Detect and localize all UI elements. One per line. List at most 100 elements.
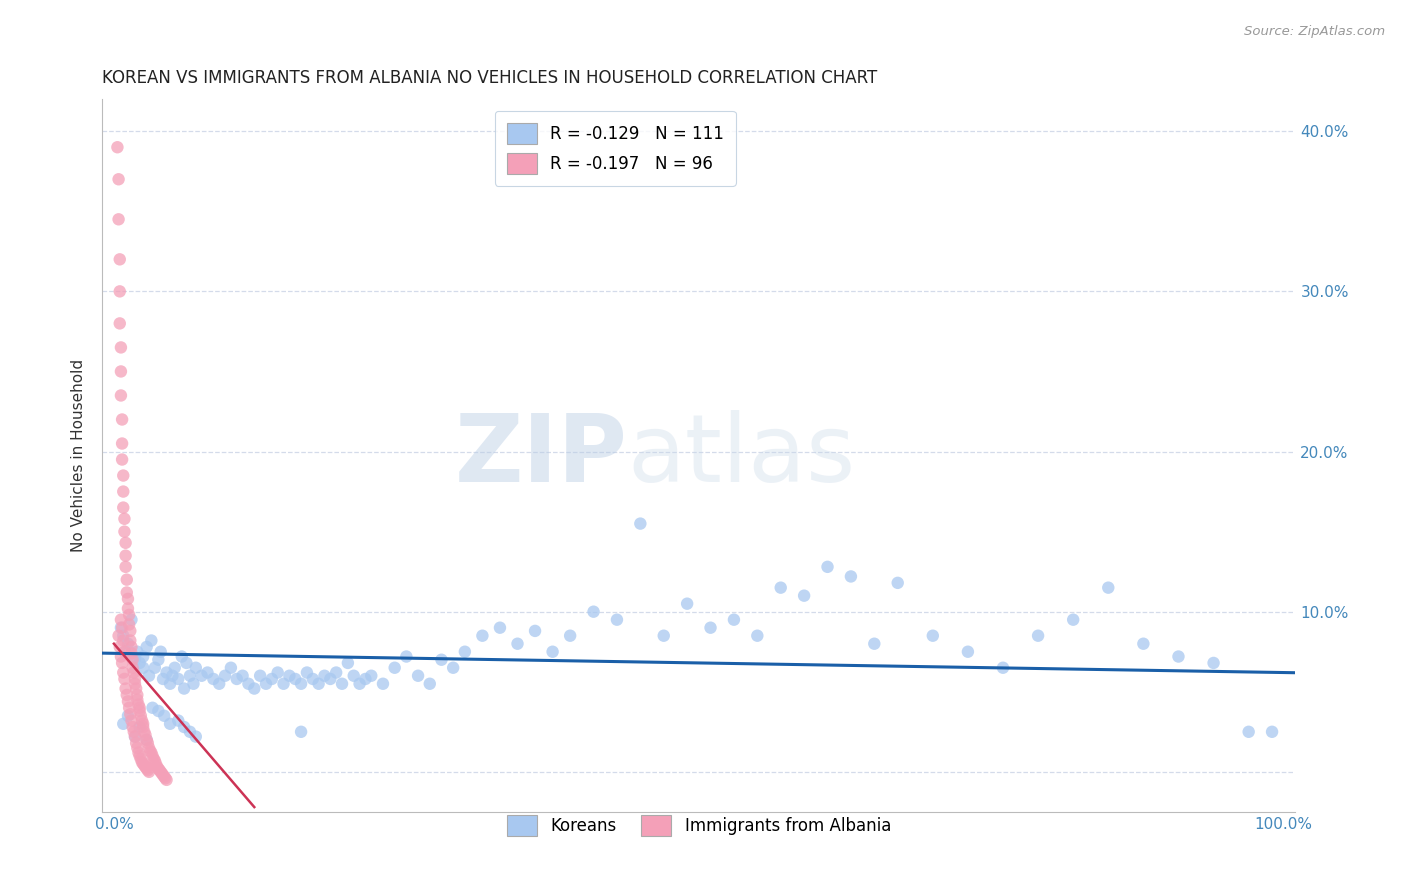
Point (128, 656, 150, 670)
Point (606, 613, 628, 627)
Point (219, 661, 242, 675)
Point (121, 661, 143, 675)
Point (676, 597, 699, 611)
Point (114, 536, 136, 550)
Point (149, 645, 172, 659)
Point (652, 629, 675, 643)
Point (117, 708, 139, 723)
Point (254, 677, 277, 691)
Point (112, 633, 135, 648)
Point (117, 601, 139, 615)
Point (699, 621, 721, 635)
Point (110, 388, 132, 402)
Point (176, 656, 198, 670)
Point (406, 669, 429, 683)
Point (110, 621, 132, 635)
Point (115, 573, 138, 587)
Point (921, 629, 943, 643)
Point (141, 748, 163, 763)
Point (184, 730, 207, 744)
Point (793, 589, 815, 603)
Point (184, 661, 207, 675)
Point (111, 621, 134, 635)
Point (117, 591, 139, 606)
Point (314, 669, 336, 683)
Text: Source: ZipAtlas.com: Source: ZipAtlas.com (1244, 25, 1385, 38)
Point (1026, 629, 1049, 643)
Point (769, 581, 792, 595)
Point (115, 688, 138, 702)
Point (243, 681, 266, 696)
Point (112, 665, 135, 680)
Point (128, 748, 150, 763)
Point (173, 681, 195, 696)
Point (110, 340, 132, 354)
Point (118, 617, 141, 632)
Point (110, 364, 132, 378)
Point (114, 645, 136, 659)
Point (112, 629, 135, 643)
Point (114, 512, 136, 526)
Legend: Koreans, Immigrants from Albania: Koreans, Immigrants from Albania (501, 808, 897, 843)
Point (114, 672, 136, 686)
Point (150, 766, 173, 780)
Point (134, 758, 156, 772)
Point (114, 645, 136, 659)
Point (148, 653, 170, 667)
Point (111, 412, 134, 426)
Point (319, 672, 342, 686)
Point (249, 669, 271, 683)
Point (107, 140, 129, 154)
Point (128, 720, 150, 734)
Point (863, 637, 886, 651)
Point (628, 516, 651, 531)
Point (108, 285, 131, 299)
Point (135, 640, 157, 654)
Point (139, 744, 162, 758)
Point (120, 633, 142, 648)
Point (114, 524, 136, 539)
Point (141, 633, 163, 648)
Point (108, 640, 131, 654)
Point (839, 569, 862, 583)
Point (148, 762, 170, 776)
Point (115, 585, 138, 599)
Point (162, 669, 184, 683)
Point (132, 661, 155, 675)
Point (125, 681, 148, 696)
Point (135, 762, 157, 776)
Point (127, 692, 149, 706)
Point (330, 677, 353, 691)
Point (112, 716, 135, 731)
Text: atlas: atlas (627, 409, 855, 501)
Point (138, 740, 160, 755)
Point (135, 732, 157, 747)
Point (343, 669, 366, 683)
Point (290, 724, 312, 739)
Point (273, 677, 295, 691)
Point (524, 624, 547, 638)
Point (173, 720, 195, 734)
Point (441, 661, 464, 675)
Point (128, 700, 150, 714)
Point (124, 653, 146, 667)
Point (179, 669, 201, 683)
Point (127, 746, 149, 760)
Point (582, 605, 605, 619)
Point (134, 728, 156, 742)
Point (471, 629, 494, 643)
Point (179, 724, 201, 739)
Point (155, 772, 177, 787)
Point (114, 549, 136, 563)
Point (430, 653, 453, 667)
Point (360, 669, 382, 683)
Point (325, 665, 347, 680)
Point (129, 708, 152, 723)
Point (108, 252, 131, 267)
Point (214, 669, 236, 683)
Point (153, 708, 176, 723)
Point (295, 665, 318, 680)
Point (120, 714, 142, 728)
Point (349, 677, 371, 691)
Point (991, 661, 1014, 675)
